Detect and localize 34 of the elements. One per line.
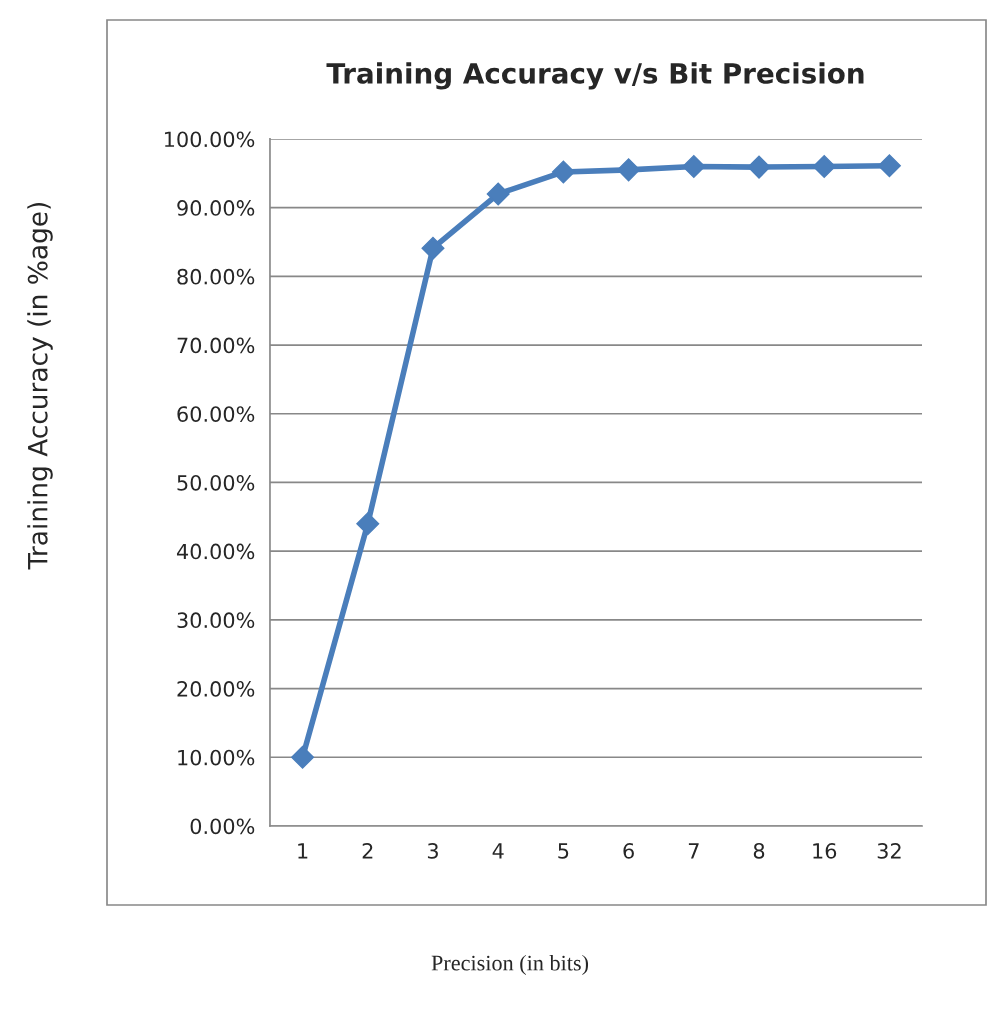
x-tick-label: 8: [753, 842, 765, 859]
y-tick-label: 10.00%: [178, 749, 255, 766]
x-tick-label: 7: [688, 843, 699, 859]
point: [551, 160, 575, 184]
x-tick-label: 32: [877, 842, 901, 859]
chart-title: Training Accuracy v/s Bit Precision: [326, 62, 864, 90]
point: [421, 236, 445, 260]
x-tick-label: 6: [623, 842, 634, 859]
point: [356, 512, 380, 536]
y-tick-label: 60.00%: [177, 406, 255, 422]
point: [877, 154, 901, 178]
point: [617, 158, 641, 182]
x-tick-label: 4: [492, 843, 504, 859]
y-tick-label: 0.00%: [190, 818, 255, 835]
y-tick-label: 100.00%: [164, 131, 255, 148]
y-axis-title: Training Accuracy (in %age): [27, 202, 53, 570]
y-tick-label: 20.00%: [177, 681, 255, 697]
point: [682, 154, 706, 178]
y-tick-label: 30.00%: [177, 612, 255, 629]
x-tick-label: 5: [558, 843, 569, 859]
x-tick-label: 16: [813, 842, 837, 859]
point: [486, 182, 510, 206]
y-tick-label: 50.00%: [177, 474, 255, 491]
point: [812, 154, 836, 178]
y-tick-label: 80.00%: [177, 268, 255, 285]
x-tick-label: 2: [362, 842, 373, 859]
x-axis-title: Precision (in bits): [431, 954, 589, 976]
x-tick-label: 3: [427, 842, 438, 859]
x-tick-label: 1: [298, 843, 308, 859]
y-tick-label: 90.00%: [177, 200, 255, 216]
point: [291, 745, 315, 769]
y-tick-label: 70.00%: [177, 337, 255, 354]
y-tick-label: 40.00%: [176, 543, 255, 560]
point: [747, 155, 771, 179]
